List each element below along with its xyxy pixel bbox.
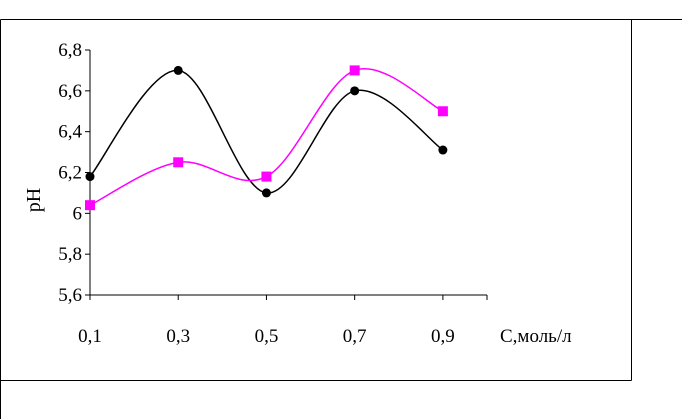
y-tick-label: 5,8 xyxy=(58,244,82,265)
y-tick-label: 6 xyxy=(73,203,83,224)
series-2-point xyxy=(173,157,184,168)
x-tick-label: 0,3 xyxy=(166,326,190,347)
series-1-point xyxy=(438,145,448,155)
y-axis-label: pH xyxy=(23,188,45,212)
y-tick-label: 6,4 xyxy=(58,122,82,143)
plot-area: 5,6 5,8 6 6,2 6,4 6,6 6,8 0,1 0,3 0,5 0,7 0,9 xyxy=(58,40,488,347)
y-tick-label: 5,6 xyxy=(58,285,82,306)
x-tick-label: 0,1 xyxy=(78,326,102,347)
x-tick-label: 0,9 xyxy=(431,326,455,347)
series-1-point xyxy=(350,86,360,96)
series-1-point xyxy=(173,65,183,75)
series-2-point xyxy=(85,200,95,211)
series-1-point xyxy=(85,172,95,182)
x-tick-label: 0,5 xyxy=(255,326,279,347)
series-2-point xyxy=(437,106,448,117)
series-2-line xyxy=(89,68,444,206)
x-axis-label: C,моль/л xyxy=(500,326,572,347)
y-tick-label: 6,8 xyxy=(58,40,82,61)
series-2-point xyxy=(349,65,360,76)
series-2-point xyxy=(261,171,272,182)
y-tick-label: 6,6 xyxy=(58,81,82,102)
x-tick-label: 0,7 xyxy=(343,326,367,347)
y-tick-label: 6,2 xyxy=(58,163,82,184)
series-1-point xyxy=(261,188,271,198)
